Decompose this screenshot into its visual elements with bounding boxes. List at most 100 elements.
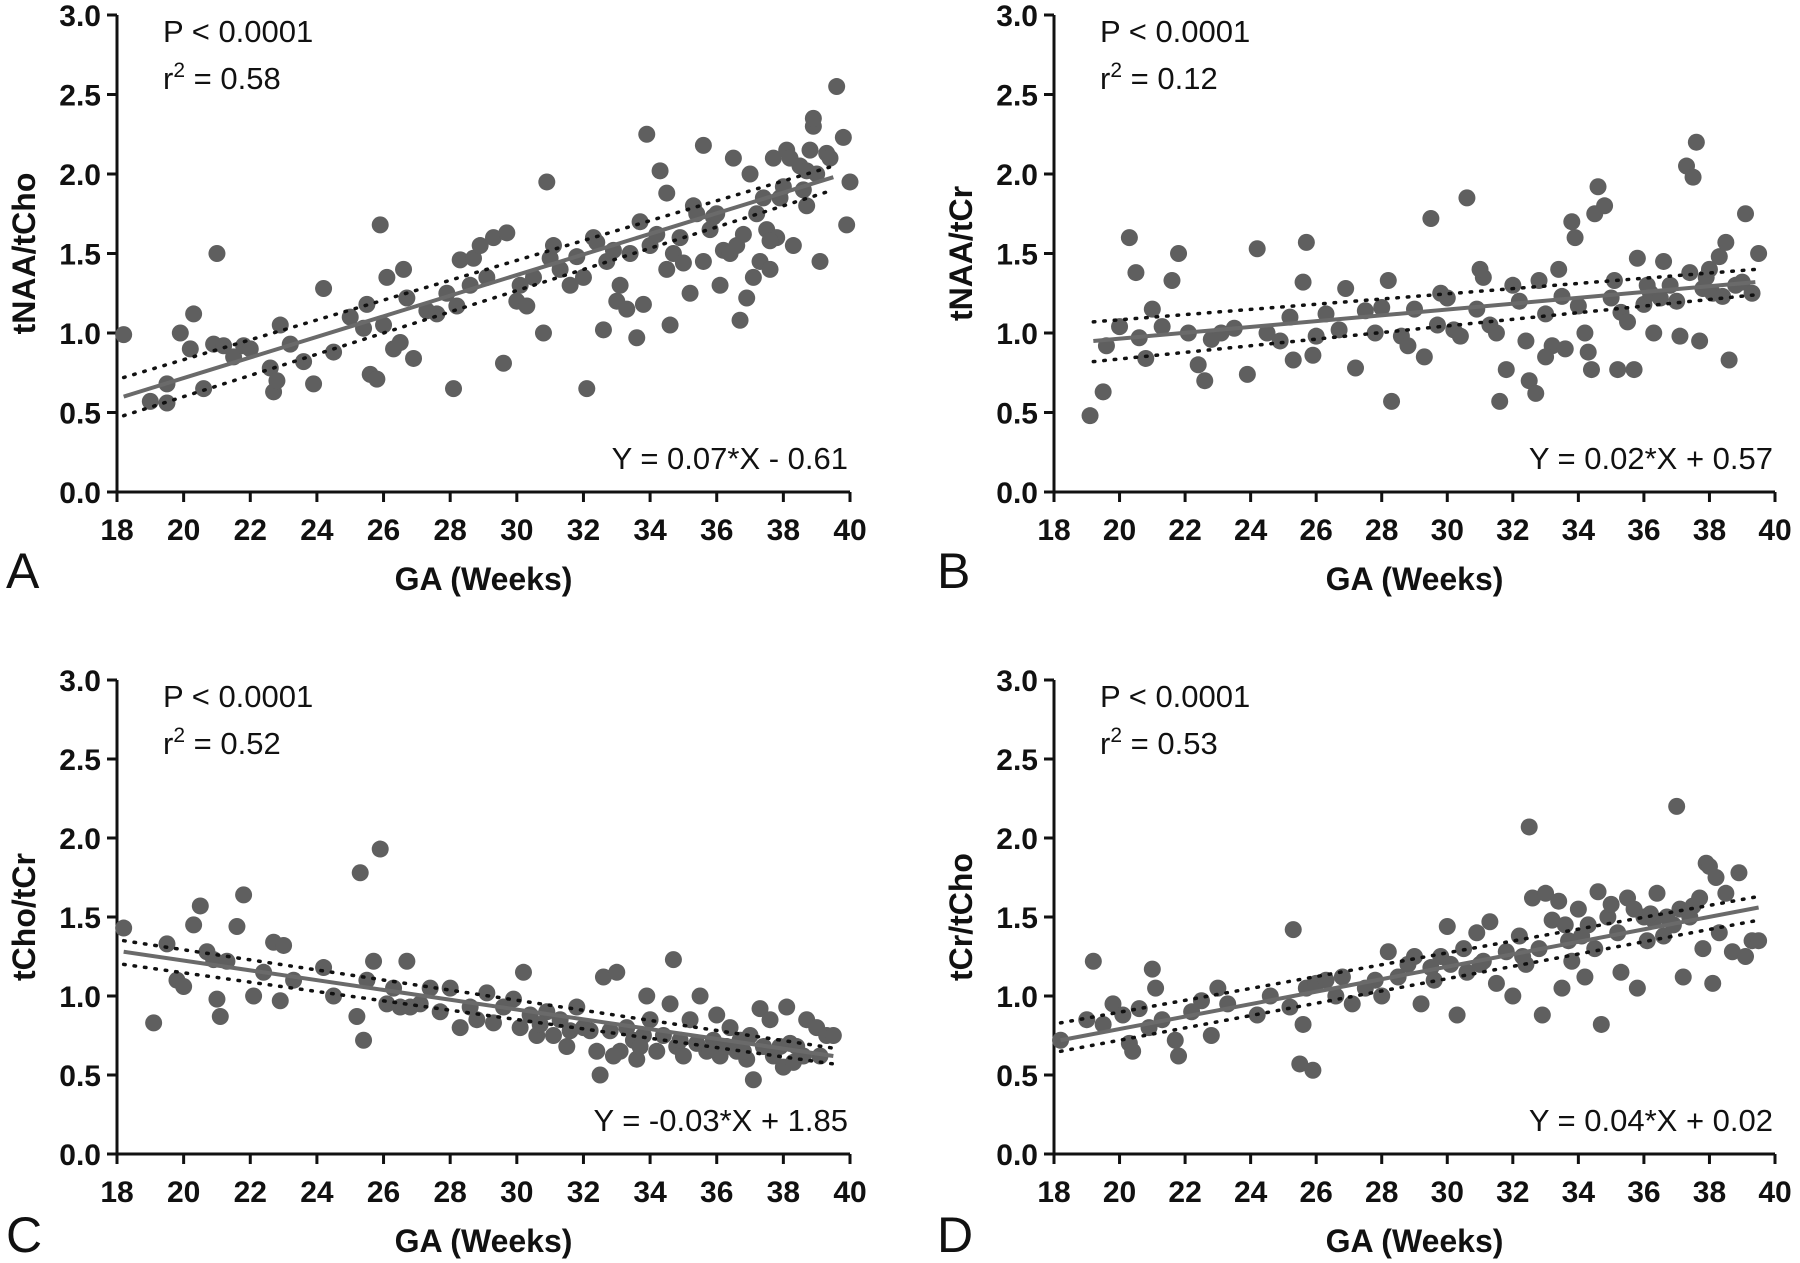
data-point	[431, 1003, 449, 1021]
x-tick-label: 34	[633, 514, 667, 547]
regression-line	[123, 175, 834, 399]
data-point	[421, 979, 439, 997]
data-point	[1337, 279, 1355, 297]
data-point	[171, 324, 189, 342]
data-point	[651, 162, 669, 180]
y-tick-label: 1.5	[996, 902, 1038, 935]
data-point	[325, 987, 343, 1005]
data-point	[448, 297, 466, 315]
data-point	[498, 224, 516, 242]
data-point	[588, 233, 606, 251]
data-point	[1202, 1027, 1220, 1044]
x-tick-label: 18	[100, 514, 133, 547]
y-tick-label: 0.0	[59, 477, 101, 510]
x-tick-label: 32	[1496, 1176, 1529, 1209]
y-axis-title: tNAA/tCho	[6, 173, 42, 335]
data-point	[494, 354, 512, 372]
data-point	[305, 375, 323, 393]
data-point	[1130, 1000, 1148, 1018]
data-point	[1691, 332, 1709, 350]
y-tick-label: 1.5	[59, 239, 101, 272]
data-point	[1537, 305, 1555, 323]
regression-line	[1093, 280, 1756, 343]
data-point	[1579, 343, 1597, 361]
x-tick-label: 40	[833, 514, 866, 547]
data-point	[691, 987, 709, 1005]
data-point	[634, 295, 652, 313]
data-point	[1553, 287, 1571, 305]
ci-lower-line	[121, 188, 836, 418]
data-point	[821, 149, 839, 167]
r-squared-symbol: r	[163, 61, 173, 96]
data-point	[1563, 213, 1581, 231]
x-tick-label: 28	[1365, 1176, 1398, 1209]
data-point	[1523, 889, 1541, 907]
r-squared-exponent: 2	[1110, 724, 1122, 747]
r-squared-symbol: r	[1100, 726, 1110, 761]
x-tick-label: 36	[700, 514, 733, 547]
data-point	[235, 886, 253, 904]
regression-equation: Y = 0.02*X + 0.57	[1529, 441, 1773, 476]
data-point	[578, 380, 596, 398]
data-point	[641, 1011, 659, 1029]
y-tick-label: 3.0	[996, 665, 1038, 698]
x-tick-label: 32	[567, 514, 600, 547]
x-tick-label: 30	[1431, 1176, 1464, 1209]
data-point	[1383, 392, 1401, 410]
data-point	[268, 372, 286, 390]
x-tick-label: 18	[100, 1176, 133, 1209]
data-point	[638, 987, 656, 1005]
data-point	[1550, 260, 1568, 278]
y-axis-title: tCho/tCr	[6, 853, 42, 981]
data-point	[398, 289, 416, 307]
data-point	[761, 1011, 779, 1029]
data-point	[271, 992, 289, 1010]
panel-letter: B	[937, 543, 970, 599]
x-tick-label: 26	[367, 514, 400, 547]
data-point	[208, 245, 226, 262]
x-tick-label: 18	[1037, 1176, 1070, 1209]
data-point	[1527, 384, 1545, 402]
data-point	[674, 1047, 692, 1065]
data-point	[1596, 197, 1614, 215]
data-point	[451, 251, 469, 269]
x-tick-label: 38	[1693, 1176, 1726, 1209]
data-point	[1553, 979, 1571, 997]
data-point	[1294, 1015, 1312, 1033]
x-tick-label: 26	[1299, 514, 1332, 547]
r-squared-value: = 0.58	[185, 61, 281, 96]
data-point	[744, 268, 762, 286]
data-point	[1078, 1011, 1096, 1029]
data-point	[295, 353, 313, 371]
data-point	[734, 1042, 752, 1060]
y-tick-label: 1.0	[996, 981, 1038, 1014]
data-point	[1717, 233, 1735, 251]
data-point	[1415, 348, 1433, 366]
regression-line	[1060, 905, 1759, 1043]
data-point	[365, 952, 383, 970]
data-point	[1750, 932, 1768, 950]
x-tick-label: 40	[833, 1176, 866, 1209]
data-point	[744, 1071, 762, 1089]
data-point	[1166, 1031, 1184, 1049]
data-point	[1291, 1055, 1309, 1073]
x-tick-label: 22	[234, 1176, 267, 1209]
x-tick-label: 22	[234, 514, 267, 547]
data-point	[561, 276, 579, 294]
data-point	[368, 370, 386, 388]
data-point	[1271, 332, 1289, 350]
data-point	[1520, 372, 1538, 390]
r-squared-symbol: r	[1100, 61, 1110, 96]
data-point	[1373, 987, 1391, 1005]
data-point	[1737, 205, 1755, 223]
data-point	[1589, 178, 1607, 196]
r-squared-value: = 0.12	[1122, 61, 1218, 96]
x-tick-label: 24	[300, 514, 334, 547]
data-point	[1104, 995, 1122, 1013]
x-tick-label: 30	[500, 514, 533, 547]
x-tick-label: 22	[1168, 514, 1201, 547]
data-point	[1143, 960, 1161, 978]
data-point	[534, 324, 552, 342]
data-point	[1111, 318, 1129, 336]
